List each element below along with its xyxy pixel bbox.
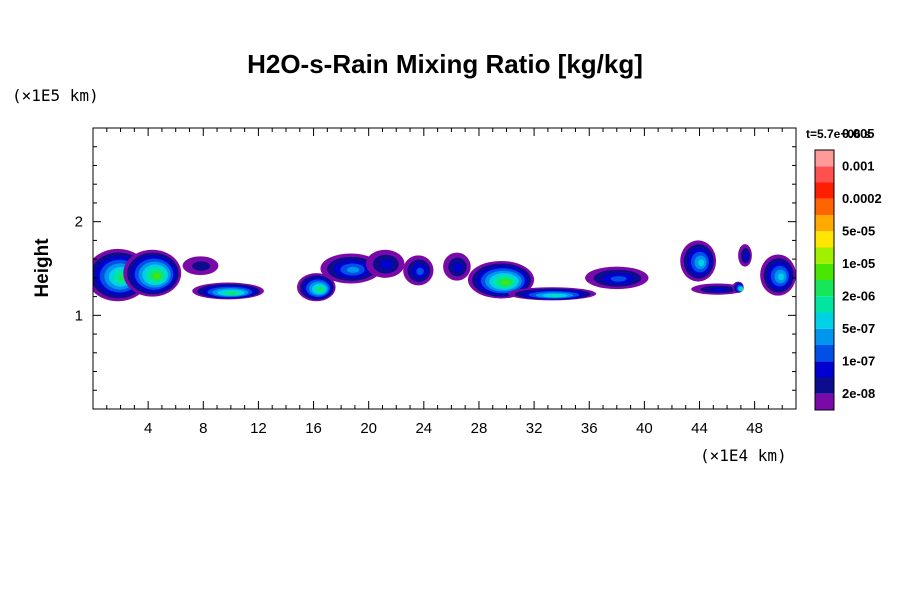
contour-band xyxy=(318,287,323,292)
contour-band xyxy=(741,288,744,291)
contour-band xyxy=(502,280,510,285)
contour-band xyxy=(743,252,749,260)
rain-cell xyxy=(192,282,264,300)
colorbar-swatch xyxy=(815,182,834,199)
rain-cell xyxy=(738,244,752,267)
colorbar-swatch xyxy=(815,361,834,378)
rain-cell xyxy=(680,240,717,282)
y-tick-label: 2 xyxy=(75,214,83,231)
rain-cell xyxy=(507,287,597,301)
x-tick-label: 8 xyxy=(199,420,207,437)
plot-frame xyxy=(92,127,797,410)
rain-cell xyxy=(691,283,744,295)
colorbar-label: 1e-05 xyxy=(842,256,875,271)
colorbar-swatch xyxy=(815,345,834,362)
colorbar-label: 1e-07 xyxy=(842,353,875,368)
colorbar-swatch xyxy=(815,198,834,215)
rain-cell xyxy=(182,256,219,276)
colorbar-label: 5e-05 xyxy=(842,223,875,238)
x-scale-label: (×1E4 km) xyxy=(700,446,787,465)
colorbar-swatch xyxy=(815,263,834,280)
colorbar-swatch xyxy=(815,215,834,232)
x-tick-labels: 4 8 12 16 20 24 28 32 36 40 44 48 xyxy=(144,420,763,437)
x-tick-label: 40 xyxy=(636,420,653,437)
rain-cell xyxy=(732,281,744,293)
colorbar-swatch xyxy=(815,150,834,167)
contour-band xyxy=(453,262,463,273)
contour-band xyxy=(778,273,785,281)
contour-band xyxy=(379,259,393,270)
contour-band xyxy=(227,292,237,295)
chart-title: H2O-s-Rain Mixing Ratio [kg/kg] xyxy=(247,49,643,79)
x-tick-label: 36 xyxy=(581,420,598,437)
colorbar-labels: 2e-08 1e-07 5e-07 2e-06 1e-05 5e-05 0.0002 0.00… xyxy=(842,126,882,401)
rain-cell xyxy=(123,249,182,297)
plot-cells xyxy=(93,240,796,302)
colorbar-swatch xyxy=(815,280,834,297)
colorbar-swatch xyxy=(815,231,834,248)
colorbar-swatch xyxy=(815,296,834,313)
rain-cell xyxy=(760,254,796,296)
rain-cell xyxy=(467,261,535,299)
time-label: t=5.7e+06 s xyxy=(806,127,871,141)
x-tick-label: 48 xyxy=(746,420,763,437)
contour-band xyxy=(347,266,360,273)
axis-ticks xyxy=(93,128,796,409)
x-tick-label: 44 xyxy=(691,420,708,437)
colorbar-label: 2e-08 xyxy=(842,386,875,401)
x-tick-label: 24 xyxy=(415,420,432,437)
contour-band xyxy=(610,276,627,282)
y-axis-label: Height xyxy=(32,238,53,298)
colorbar-swatch xyxy=(815,328,834,345)
y-tick-label: 1 xyxy=(75,307,83,324)
rain-cell xyxy=(320,253,382,284)
x-tick-label: 32 xyxy=(526,420,543,437)
colorbar-label: 0.0002 xyxy=(842,191,882,206)
contour-band xyxy=(416,267,424,276)
rain-cell xyxy=(403,255,434,286)
x-tick-label: 4 xyxy=(144,420,152,437)
x-tick-label: 12 xyxy=(250,420,267,437)
rain-cell xyxy=(365,249,405,278)
colorbar-swatch xyxy=(815,247,834,264)
colorbar-frame xyxy=(814,149,835,411)
x-tick-label: 28 xyxy=(471,420,488,437)
rain-cell xyxy=(443,252,471,281)
contour-band xyxy=(549,294,562,297)
rain-cell xyxy=(297,273,336,302)
x-tick-label: 16 xyxy=(305,420,322,437)
contour-band xyxy=(709,287,728,292)
rain-cell xyxy=(585,266,649,290)
colorbar xyxy=(814,149,835,411)
colorbar-swatch xyxy=(815,166,834,183)
contour-band xyxy=(698,259,705,267)
y-scale-label: (×1E5 km) xyxy=(12,86,99,105)
colorbar-label: 0.001 xyxy=(842,158,875,173)
x-tick-label: 20 xyxy=(360,420,377,437)
colorbar-label: 5e-07 xyxy=(842,321,875,336)
contour-band xyxy=(153,273,161,279)
colorbar-swatch xyxy=(815,393,834,410)
contour-band xyxy=(192,261,211,271)
colorbar-label: 0.005 xyxy=(842,126,875,141)
colorbar-swatch xyxy=(815,377,834,394)
colorbar-swatch xyxy=(815,312,834,329)
y-tick-labels: 12 xyxy=(75,214,83,325)
colorbar-label: 2e-06 xyxy=(842,288,875,303)
